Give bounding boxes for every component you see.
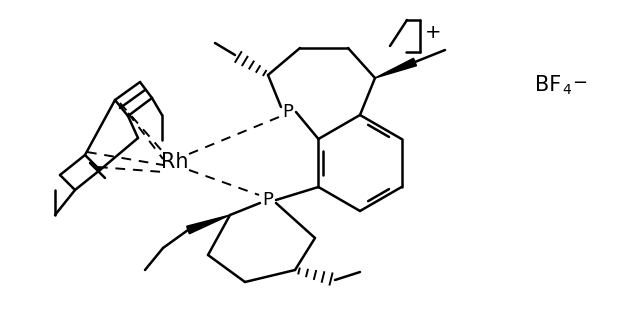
Text: P: P	[262, 191, 273, 209]
Text: +: +	[425, 23, 442, 42]
Text: P: P	[283, 103, 293, 121]
Polygon shape	[375, 58, 417, 78]
Text: Rh: Rh	[161, 152, 189, 172]
Text: 4: 4	[562, 83, 571, 97]
Text: BF: BF	[535, 75, 561, 95]
Text: −: −	[572, 74, 587, 92]
Polygon shape	[187, 215, 230, 234]
